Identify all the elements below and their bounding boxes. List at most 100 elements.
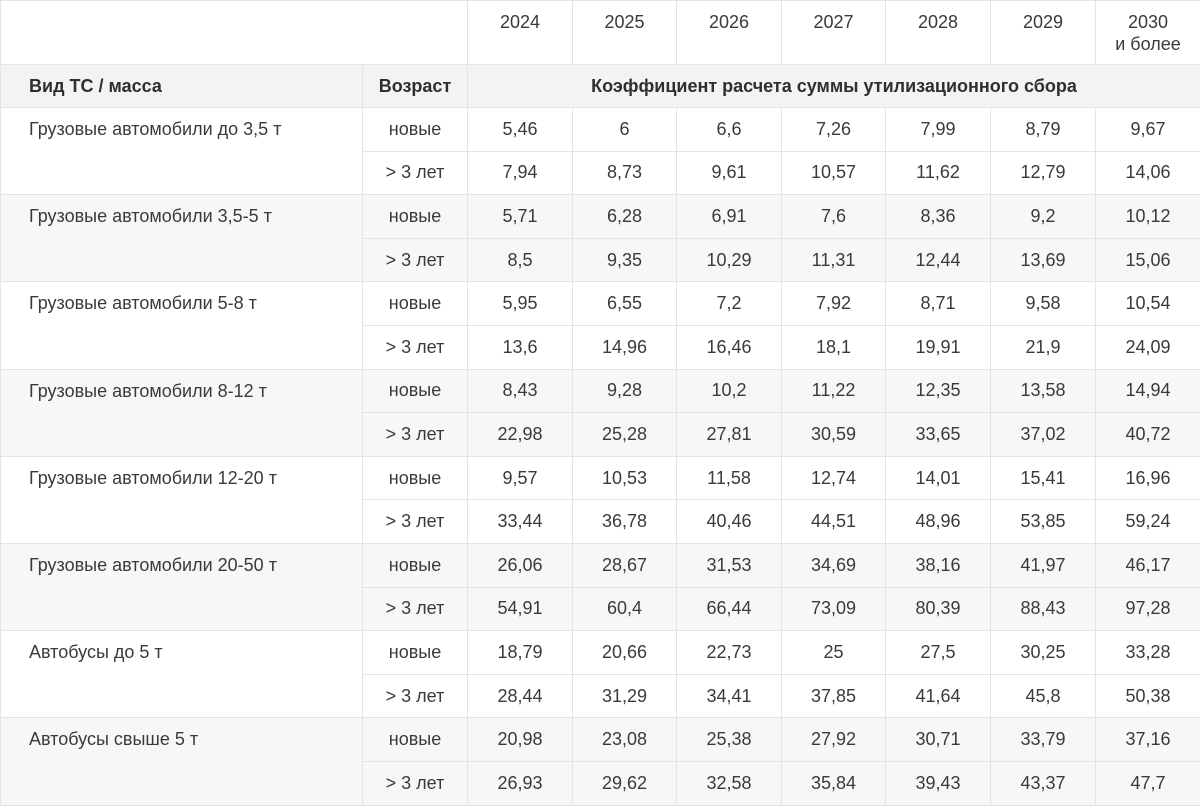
coefficient-cell: 8,79: [990, 107, 1096, 152]
age-cell: новые: [362, 717, 468, 762]
year-header: 2027: [781, 0, 886, 65]
coefficient-cell: 30,25: [990, 630, 1096, 675]
coefficient-cell: 12,74: [781, 455, 886, 501]
empty-corner-cell: [0, 0, 468, 65]
age-header: Возраст: [362, 64, 468, 108]
coefficient-cell: 10,53: [572, 455, 677, 501]
year-header-last-suffix: и более: [1115, 34, 1181, 54]
coefficient-cell: 10,12: [1095, 194, 1200, 239]
coefficient-cell: 19,91: [885, 324, 991, 370]
coefficient-cell: 5,71: [467, 194, 573, 239]
coefficient-cell: 41,97: [990, 542, 1096, 588]
coefficient-cell: 37,16: [1095, 717, 1200, 762]
table-row: > 3 лет 28,44 31,29 34,41 37,85 41,64 45,8 50,3…: [1, 673, 1200, 719]
coefficient-cell: 45,8: [990, 673, 1096, 719]
coefficient-cell: 22,98: [467, 412, 573, 457]
coefficient-cell: 14,06: [1095, 150, 1200, 196]
coefficient-cell: 6,55: [572, 281, 677, 326]
vehicle-type-cell: Автобусы до 5 т: [0, 630, 363, 719]
vehicle-group: Грузовые автомобили 20-50 т новые 26,06 28,…: [0, 542, 1200, 632]
coefficient-cell: 35,84: [781, 760, 886, 806]
coefficient-cell: 7,92: [781, 281, 886, 326]
coefficient-cell: 53,85: [990, 499, 1096, 544]
coefficient-cell: 26,93: [467, 760, 573, 806]
vehicle-group: Грузовые автомобили до 3,5 т новые 5,46 6 6,…: [0, 106, 1200, 196]
coefficient-cell: 39,43: [885, 760, 991, 806]
coefficient-cell: 80,39: [885, 586, 991, 632]
coefficient-cell: 13,58: [990, 368, 1096, 414]
coefficient-cell: 48,96: [885, 499, 991, 544]
coefficient-cell: 37,02: [990, 412, 1096, 457]
coefficient-cell: 11,62: [885, 150, 991, 196]
coefficient-cell: 36,78: [572, 499, 677, 544]
coefficient-cell: 15,06: [1095, 237, 1200, 283]
year-header: 2026: [676, 0, 782, 65]
table-row: > 3 лет 22,98 25,28 27,81 30,59 33,65 37,02 40,…: [1, 412, 1200, 457]
coefficient-cell: 13,6: [467, 324, 573, 370]
coefficient-cell: 18,79: [467, 630, 573, 675]
age-cell: > 3 лет: [362, 412, 468, 457]
coefficient-cell: 13,69: [990, 237, 1096, 283]
coefficient-cell: 8,43: [467, 368, 573, 414]
coefficient-cell: 12,79: [990, 150, 1096, 196]
coefficient-cell: 21,9: [990, 324, 1096, 370]
table-head: 2024 2025 2026 2027 2028 2029 2030 и бол…: [0, 0, 1200, 108]
coefficient-cell: 29,62: [572, 760, 677, 806]
age-cell: новые: [362, 455, 468, 501]
coefficient-cell: 37,85: [781, 673, 886, 719]
coefficient-cell: 50,38: [1095, 673, 1200, 719]
coefficient-cell: 47,7: [1095, 760, 1200, 806]
coefficient-cell: 27,92: [781, 717, 886, 762]
coefficient-cell: 9,58: [990, 281, 1096, 326]
coefficient-cell: 14,96: [572, 324, 677, 370]
coefficient-cell: 33,65: [885, 412, 991, 457]
coefficient-cell: 28,67: [572, 542, 677, 588]
age-cell: > 3 лет: [362, 760, 468, 806]
year-header: 2028: [885, 0, 991, 65]
coefficient-cell: 5,46: [467, 107, 573, 152]
coefficient-cell: 8,5: [467, 237, 573, 283]
coefficient-cell: 32,58: [676, 760, 782, 806]
table-row: Автобусы до 5 т новые 18,79 20,66 22,73 25 27,…: [0, 630, 1200, 719]
age-cell: новые: [362, 281, 468, 326]
coefficient-cell: 34,69: [781, 542, 886, 588]
coefficient-cell: 16,96: [1095, 455, 1200, 501]
coefficient-cell: 9,67: [1095, 107, 1200, 152]
year-header: 2029: [990, 0, 1096, 65]
coefficient-cell: 9,35: [572, 237, 677, 283]
coefficient-cell: 25,38: [676, 717, 782, 762]
table-row: > 3 лет 8,5 9,35 10,29 11,31 12,44 13,69 15,06: [1, 237, 1200, 283]
coefficient-cell: 54,91: [467, 586, 573, 632]
column-header-row: Вид ТС / масса Возраст Коэффициент расче…: [0, 64, 1200, 108]
vehicle-group: Грузовые автомобили 5-8 т новые 5,95 6,55 7,…: [0, 281, 1200, 370]
vehicle-type-cell: Грузовые автомобили 8-12 т: [0, 368, 363, 457]
coefficient-cell: 33,44: [467, 499, 573, 544]
coefficient-cell: 60,4: [572, 586, 677, 632]
coefficient-cell: 59,24: [1095, 499, 1200, 544]
coefficient-cell: 7,26: [781, 107, 886, 152]
coefficient-cell: 9,28: [572, 368, 677, 414]
coefficient-cell: 12,35: [885, 368, 991, 414]
table-row: Грузовые автомобили до 3,5 т новые 5,46 6 6,…: [0, 106, 1200, 196]
coefficient-cell: 6,91: [676, 194, 782, 239]
age-cell: > 3 лет: [362, 673, 468, 719]
coefficient-cell: 31,29: [572, 673, 677, 719]
coefficient-cell: 46,17: [1095, 542, 1200, 588]
coefficient-cell: 40,46: [676, 499, 782, 544]
table-row: > 3 лет 26,93 29,62 32,58 35,84 39,43 43,37 47,…: [1, 760, 1200, 806]
coefficient-cell: 20,66: [572, 630, 677, 675]
coefficient-cell: 7,99: [885, 107, 991, 152]
coefficient-cell: 43,37: [990, 760, 1096, 806]
coefficient-cell: 28,44: [467, 673, 573, 719]
coefficient-cell: 20,98: [467, 717, 573, 762]
age-cell: > 3 лет: [362, 499, 468, 544]
coefficient-cell: 31,53: [676, 542, 782, 588]
coefficient-cell: 97,28: [1095, 586, 1200, 632]
vehicle-type-cell: Грузовые автомобили 5-8 т: [0, 281, 363, 370]
coefficient-cell: 6,6: [676, 107, 782, 152]
year-header: 2025: [572, 0, 677, 65]
coefficient-cell: 25: [781, 630, 886, 675]
coefficient-cell: 27,5: [885, 630, 991, 675]
coefficient-cell: 6,28: [572, 194, 677, 239]
age-cell: новые: [362, 107, 468, 152]
